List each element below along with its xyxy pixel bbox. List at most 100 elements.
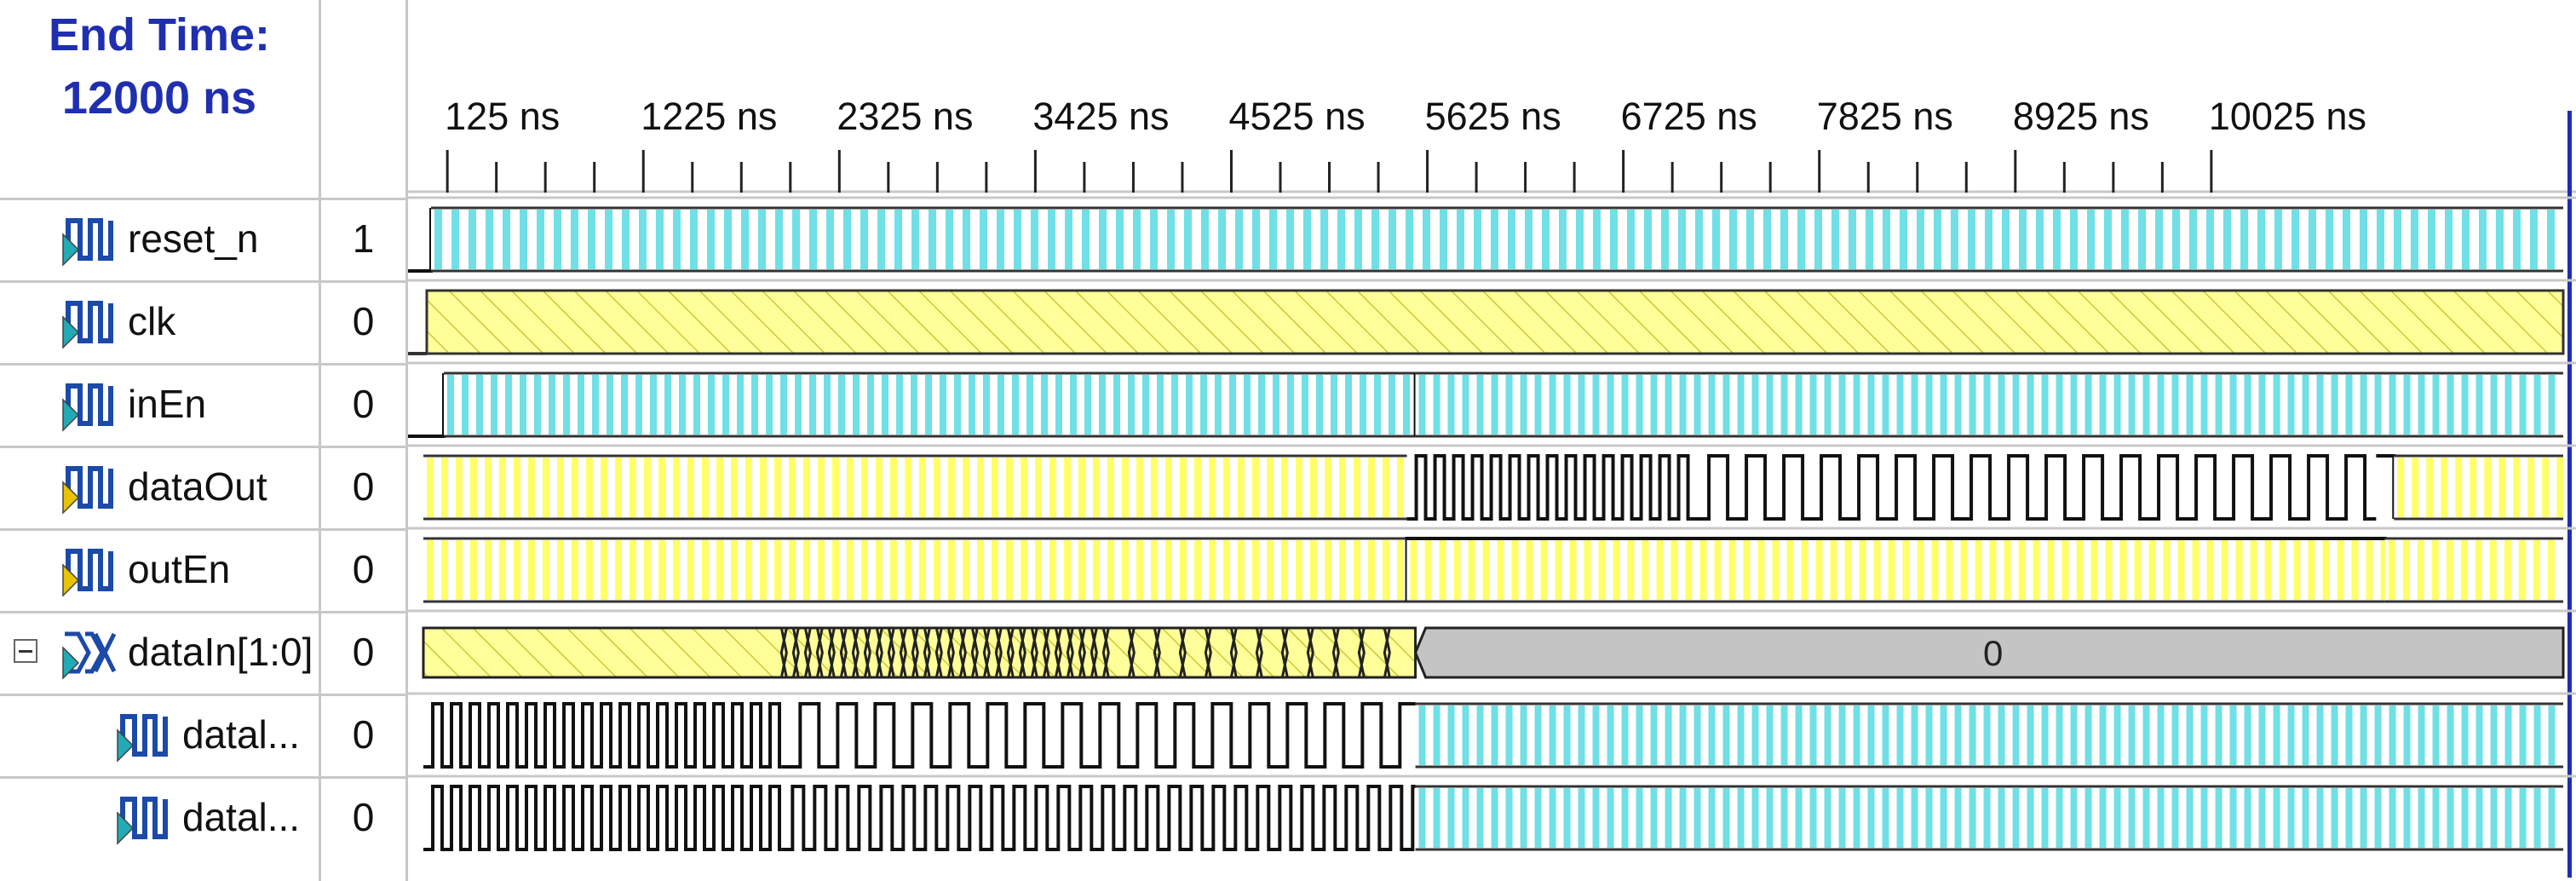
signal-name: datal... — [182, 795, 301, 839]
bus-transition — [1178, 627, 1187, 678]
end-time-value: 12000 ns — [61, 72, 257, 124]
signal-values-panel: 1 0 0 0 0 0 0 0 — [321, 0, 405, 881]
signal-row-dataout[interactable]: dataOut — [0, 446, 319, 526]
bus-transition — [1066, 627, 1074, 678]
bus-transition — [887, 627, 895, 678]
bus-transition — [911, 627, 919, 678]
clock-hatched-region — [425, 289, 2565, 355]
input-signal-icon — [62, 218, 113, 267]
bus-value-label: 0 — [1983, 633, 2003, 673]
bus-signal-icon — [62, 631, 117, 680]
dense-region — [423, 537, 1407, 603]
tick-label: 8925 ns — [2013, 95, 2149, 138]
signal-value: 0 — [352, 712, 375, 757]
end-time-display: End Time: 12000 ns — [0, 0, 319, 130]
signal-value: 0 — [352, 630, 375, 674]
signal-name: reset_n — [128, 216, 259, 261]
tick-label: 7825 ns — [1817, 95, 1953, 138]
signal-name: dataIn[1:0] — [128, 630, 313, 674]
signal-row-inen[interactable]: inEn — [0, 363, 319, 443]
bus-transition — [958, 627, 967, 678]
signal-value-cell: 0 — [321, 694, 405, 774]
signal-value: 0 — [352, 464, 375, 509]
bus-transition — [1331, 627, 1340, 678]
signal-name: clk — [128, 299, 176, 343]
bus-transition — [839, 627, 848, 678]
bus-transition — [946, 627, 955, 678]
edge-transition — [408, 373, 446, 438]
bus-value-region — [1413, 626, 2565, 679]
bus-transition — [1078, 627, 1086, 678]
output-signal-icon — [62, 549, 113, 597]
dense-region — [2394, 454, 2564, 521]
dense-region — [423, 454, 1407, 521]
bus-transition — [1306, 627, 1314, 678]
bus-transition — [779, 627, 788, 678]
signal-value-cell: 0 — [321, 446, 405, 526]
signal-value: 0 — [352, 547, 375, 591]
waveform-tracks: 0 — [408, 196, 2576, 851]
edge-transition — [2376, 454, 2396, 519]
signal-row-datal[interactable]: datal... — [0, 776, 319, 856]
input-signal-icon — [117, 714, 168, 763]
bus-transition — [875, 627, 883, 678]
bus-transition — [1127, 627, 1136, 678]
clock-waveform — [1690, 454, 2377, 521]
bus-transition — [1006, 627, 1015, 678]
output-signal-icon — [62, 466, 113, 515]
input-signal-icon — [62, 383, 113, 432]
dense-region — [1406, 537, 2388, 603]
signal-row-resetn[interactable]: reset_n — [0, 198, 319, 278]
bus-transition — [934, 627, 943, 678]
bus-transition — [1204, 627, 1212, 678]
bus-transition — [1255, 627, 1263, 678]
signal-value: 1 — [352, 216, 375, 261]
bus-transition — [791, 627, 800, 678]
edge-transition — [408, 208, 433, 273]
bus-transition — [1054, 627, 1062, 678]
signal-name: inEn — [128, 382, 207, 426]
collapse-toggle-icon[interactable] — [14, 639, 37, 663]
time-ruler[interactable]: 125 ns 1225 ns 2325 ns 3425 ns 4525 ns 5625 n… — [408, 95, 2576, 878]
column-divider[interactable] — [319, 0, 321, 881]
column-divider[interactable] — [405, 0, 408, 881]
bus-transition — [1357, 627, 1366, 678]
bus-transition — [1229, 627, 1238, 678]
tick-label: 3425 ns — [1032, 95, 1169, 138]
clock-waveform — [781, 785, 1416, 851]
bus-transition — [1090, 627, 1098, 678]
signal-value: 0 — [352, 382, 375, 426]
bus-transition — [1383, 627, 1391, 678]
signal-row-clk[interactable]: clk — [0, 280, 319, 360]
bus-transition — [863, 627, 871, 678]
bus-transition — [899, 627, 907, 678]
signal-row-datain10[interactable]: dataIn[1:0] — [0, 611, 319, 691]
signal-value-cell: 0 — [321, 280, 405, 360]
tick-label: 125 ns — [445, 95, 560, 138]
tick-label: 10025 ns — [2209, 95, 2366, 138]
tick-label: 1225 ns — [641, 95, 777, 138]
tick-label: 6725 ns — [1621, 95, 1757, 138]
signal-value-cell: 0 — [321, 776, 405, 856]
signal-name: outEn — [128, 547, 231, 591]
signal-row-datal[interactable]: datal... — [0, 694, 319, 774]
input-signal-icon — [62, 301, 113, 349]
waveform-panel[interactable]: 125 ns 1225 ns 2325 ns 3425 ns 4525 ns 5625 n… — [408, 0, 2576, 881]
bus-transition — [1101, 627, 1110, 678]
bus-transition — [1042, 627, 1050, 678]
input-signal-icon — [117, 797, 168, 845]
dense-region — [1415, 785, 2563, 851]
dense-region — [2384, 537, 2563, 603]
signal-value: 0 — [352, 795, 375, 839]
dense-region — [444, 371, 1416, 438]
bus-transition — [923, 627, 931, 678]
bus-transition — [1280, 627, 1289, 678]
end-time-label: End Time: — [48, 9, 271, 60]
clock-waveform — [423, 702, 782, 769]
signal-row-outen[interactable]: outEn — [0, 528, 319, 608]
bus-transition — [815, 627, 824, 678]
bus-transition — [1018, 627, 1026, 678]
signal-value: 0 — [352, 299, 375, 343]
clock-waveform — [1406, 454, 1691, 521]
